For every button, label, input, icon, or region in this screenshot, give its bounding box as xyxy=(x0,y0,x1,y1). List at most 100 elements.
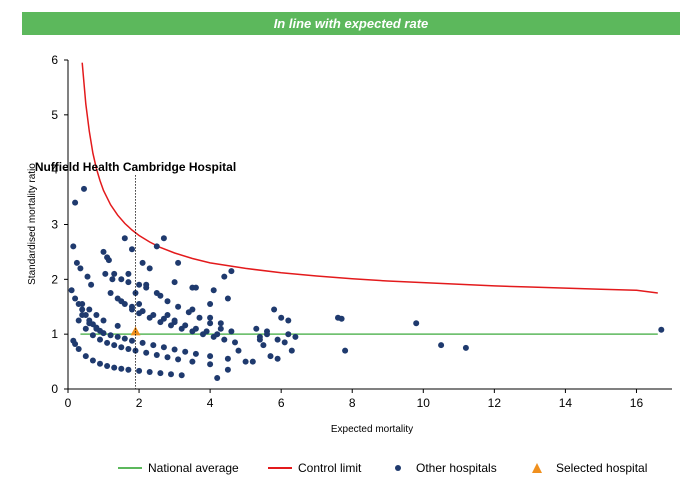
other-hospital-point xyxy=(192,350,199,357)
other-hospital-point xyxy=(228,268,235,275)
other-hospital-point xyxy=(292,333,299,340)
other-hospital-point xyxy=(196,314,203,321)
other-hospital-point xyxy=(171,279,178,286)
other-hospital-point xyxy=(274,355,281,362)
other-hospital-point xyxy=(75,317,82,324)
other-hospital-point xyxy=(82,353,89,360)
other-hospital-point xyxy=(143,284,150,291)
other-hospital-point xyxy=(271,306,278,313)
other-hospital-point xyxy=(104,339,111,346)
other-hospital-point xyxy=(100,317,107,324)
other-hospital-point xyxy=(192,284,199,291)
other-hospital-point xyxy=(82,325,89,332)
other-hospital-point xyxy=(228,328,235,335)
y-tick-label: 4 xyxy=(51,163,58,177)
other-hospital-point xyxy=(338,315,345,322)
y-tick-label: 1 xyxy=(51,327,58,341)
x-tick-label: 6 xyxy=(278,396,285,410)
other-hospital-point xyxy=(207,361,214,368)
other-hospital-point xyxy=(129,337,135,344)
other-hospital-point xyxy=(118,365,125,372)
x-tick-label: 0 xyxy=(65,396,72,410)
other-hospital-point xyxy=(100,248,107,255)
other-hospital-point xyxy=(68,287,75,294)
other-hospital-point xyxy=(278,314,285,321)
other-hospital-point xyxy=(125,366,132,373)
other-hospital-point xyxy=(207,314,214,321)
other-hospital-point xyxy=(75,346,82,352)
other-hospital-point xyxy=(129,303,135,310)
other-hospital-point xyxy=(121,235,128,242)
other-hospital-point xyxy=(438,342,445,349)
other-hospital-point xyxy=(164,312,171,318)
y-axis-label: Standardised mortality ratio xyxy=(27,163,38,285)
other-hospital-point xyxy=(462,344,469,351)
other-hospital-point xyxy=(207,320,214,327)
other-hospital-point xyxy=(139,308,146,315)
other-hospital-point xyxy=(86,317,93,324)
other-hospital-point xyxy=(157,292,164,299)
other-hospital-point xyxy=(171,317,178,324)
other-hospital-point xyxy=(217,325,224,332)
other-hospital-point xyxy=(125,270,132,277)
other-hospital-point xyxy=(281,339,288,346)
other-hospital-point xyxy=(150,342,157,349)
legend: National average Control limit Other hos… xyxy=(118,461,647,475)
other-hospital-point xyxy=(285,331,292,338)
x-tick-label: 8 xyxy=(349,396,356,410)
other-hospital-point xyxy=(77,265,84,272)
other-hospital-point xyxy=(342,347,349,354)
other-hospital-point xyxy=(171,346,178,353)
other-hospital-point xyxy=(160,235,167,242)
other-hospital-point xyxy=(107,290,114,296)
y-tick-label: 0 xyxy=(51,382,58,396)
legend-other-hospitals-label: Other hospitals xyxy=(416,461,497,475)
legend-other-hospitals-marker xyxy=(395,465,401,471)
other-hospital-point xyxy=(182,348,189,355)
other-hospital-point xyxy=(160,344,167,351)
other-hospital-point xyxy=(146,369,153,375)
other-hospital-point xyxy=(72,199,79,206)
other-hospital-point xyxy=(224,366,231,373)
other-hospital-point xyxy=(175,259,182,266)
other-hospital-point xyxy=(153,243,160,250)
x-tick-label: 10 xyxy=(417,396,431,410)
other-hospital-point xyxy=(107,332,114,339)
x-tick-label: 12 xyxy=(488,396,502,410)
other-hospital-point xyxy=(105,257,112,264)
legend-selected-hospital-marker xyxy=(532,463,542,473)
legend-control-limit-label: Control limit xyxy=(298,461,362,475)
other-hospital-point xyxy=(175,303,182,310)
other-hospital-point xyxy=(125,279,132,286)
other-hospital-point xyxy=(82,312,89,318)
other-hospital-point xyxy=(114,322,121,329)
other-hospital-point xyxy=(81,185,87,192)
other-hospital-point xyxy=(285,317,292,324)
other-hospital-point xyxy=(118,276,125,283)
other-hospital-point xyxy=(235,347,242,354)
other-hospital-point xyxy=(79,301,86,307)
other-hospital-point xyxy=(185,309,192,316)
other-hospital-point xyxy=(72,341,79,347)
other-hospital-point xyxy=(267,353,274,360)
other-hospital-point xyxy=(214,375,221,381)
other-hospital-point xyxy=(111,364,118,371)
axes xyxy=(67,60,672,390)
other-hospital-point xyxy=(84,273,91,280)
legend-national-average-label: National average xyxy=(148,461,239,475)
other-hospital-point xyxy=(164,354,171,361)
x-tick-label: 2 xyxy=(136,396,143,410)
other-hospital-point xyxy=(192,325,199,332)
other-hospital-point xyxy=(264,331,270,338)
other-hospital-point xyxy=(242,358,249,365)
other-hospital-point xyxy=(73,259,80,266)
other-hospital-point xyxy=(207,301,214,307)
other-hospital-point xyxy=(129,246,135,253)
y-tick-label: 2 xyxy=(51,272,58,286)
other-hospital-point xyxy=(102,270,109,277)
x-tick-label: 16 xyxy=(630,396,644,410)
other-hospital-point xyxy=(178,372,185,379)
other-hospital-point xyxy=(274,336,281,343)
other-hospital-point xyxy=(221,336,228,343)
